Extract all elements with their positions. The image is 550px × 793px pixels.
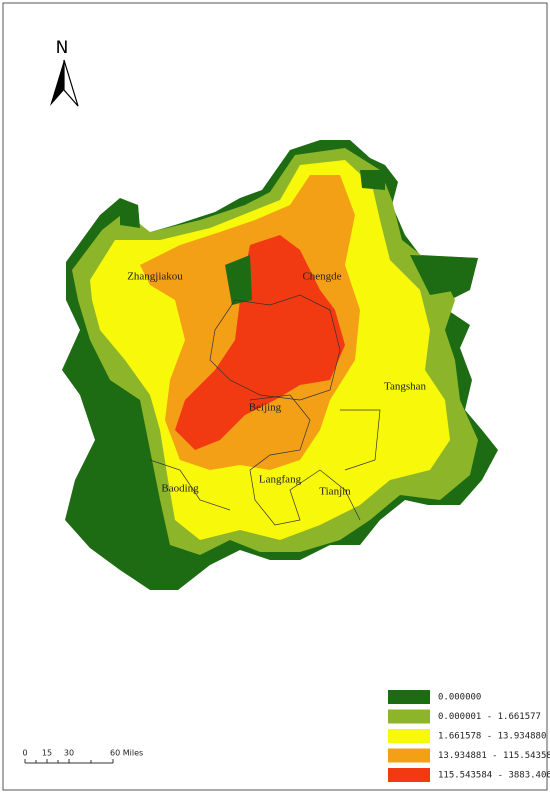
legend: 0.000000 0.000001 - 1.661577 1.661578 - 13… <box>388 690 550 782</box>
legend-label: 115.543584 - 3883.406499 <box>438 771 550 781</box>
legend-swatch <box>388 690 430 704</box>
scale-label: 15 <box>42 749 52 758</box>
scale-bar-labels: 0 15 30 60 Miles <box>22 749 143 758</box>
legend-label: 0.000001 - 1.661577 <box>438 712 541 722</box>
north-label: N <box>56 38 69 58</box>
legend-swatch <box>388 748 430 763</box>
legend-swatch <box>388 768 430 782</box>
scale-label: 0 <box>22 749 27 758</box>
city-label: Baoding <box>161 483 199 495</box>
legend-swatch <box>388 729 430 743</box>
city-label: Langfang <box>259 474 302 486</box>
city-label: Zhangjiakou <box>127 271 183 283</box>
city-label: Chengde <box>302 271 341 283</box>
region-map <box>62 140 498 590</box>
scale-label: 60 Miles <box>110 749 143 758</box>
city-labels: Zhangjiakou Chengde Beijing Tangshan Baoding… <box>127 271 426 498</box>
city-label: Tangshan <box>384 381 426 393</box>
legend-label: 13.934881 - 115.543583 <box>438 751 550 761</box>
scale-bar <box>24 759 114 764</box>
city-label: Tianjin <box>319 486 351 498</box>
legend-label: 1.661578 - 13.934880 <box>438 732 546 742</box>
scale-label: 30 <box>64 749 74 758</box>
city-label: Beijing <box>249 402 282 414</box>
north-arrow: N <box>50 38 79 107</box>
legend-label: 0.000000 <box>438 693 481 703</box>
legend-swatch <box>388 709 430 724</box>
